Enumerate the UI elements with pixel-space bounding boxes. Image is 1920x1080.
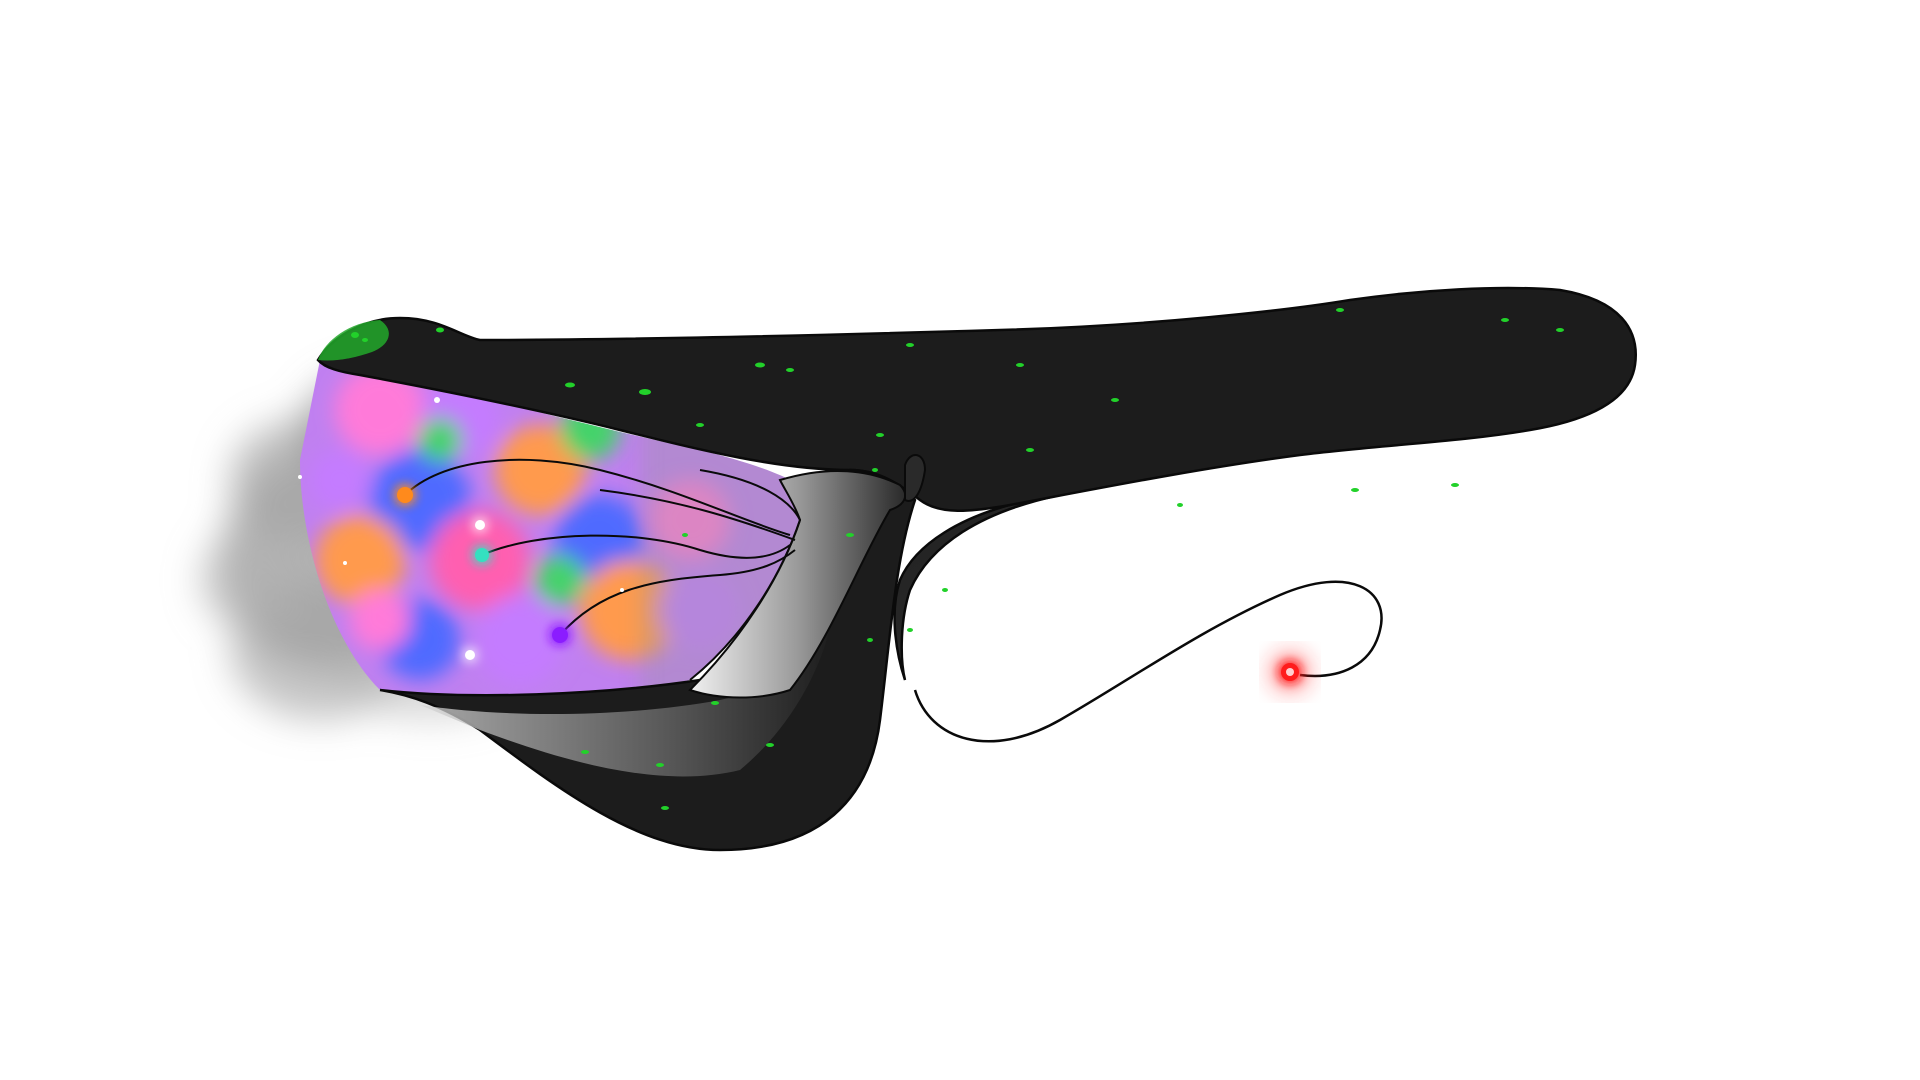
tentacle-lights <box>397 487 568 643</box>
neck-notch <box>904 454 927 502</box>
fin-tip <box>318 320 389 361</box>
body <box>316 286 1637 512</box>
lure-light <box>1268 650 1312 694</box>
inner-tentacles <box>404 458 796 636</box>
green-spots <box>351 308 1564 810</box>
lure-antenna <box>913 580 1383 743</box>
sparkles <box>298 397 624 660</box>
